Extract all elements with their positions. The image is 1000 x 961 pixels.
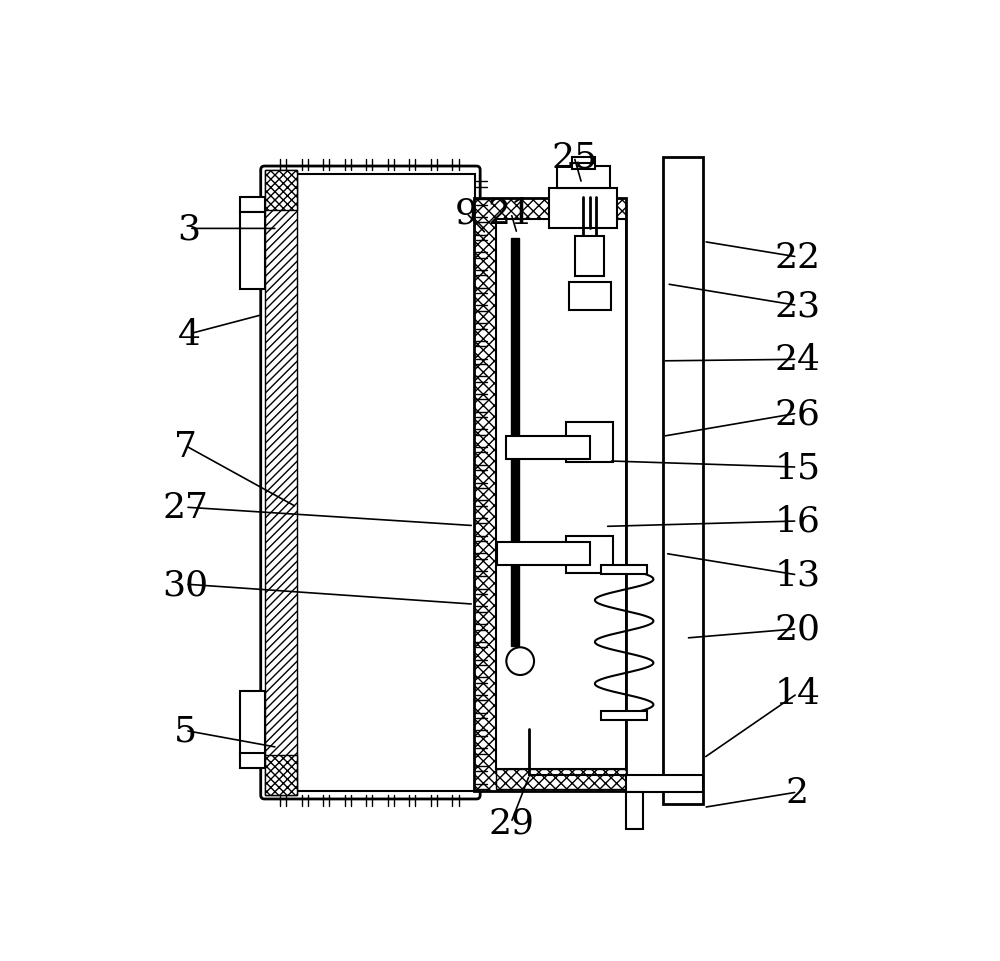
Text: 26: 26 xyxy=(774,397,820,431)
Bar xyxy=(240,753,265,769)
Text: 30: 30 xyxy=(162,568,208,602)
Text: 25: 25 xyxy=(551,140,597,175)
Text: 22: 22 xyxy=(774,240,820,275)
Bar xyxy=(240,198,265,213)
Text: 4: 4 xyxy=(178,317,201,352)
Bar xyxy=(496,220,626,769)
Bar xyxy=(575,236,604,277)
Bar xyxy=(626,776,703,792)
Bar xyxy=(572,158,595,170)
Bar xyxy=(557,167,610,188)
Bar xyxy=(265,171,297,210)
Text: 24: 24 xyxy=(774,343,820,377)
Bar xyxy=(240,692,265,757)
FancyBboxPatch shape xyxy=(261,167,480,800)
Text: 29: 29 xyxy=(488,806,534,840)
Bar xyxy=(297,175,475,792)
Bar xyxy=(265,755,297,796)
Bar xyxy=(474,198,626,791)
Text: 7: 7 xyxy=(174,430,197,463)
Text: 20: 20 xyxy=(774,612,820,646)
Bar xyxy=(601,711,647,721)
Text: 2: 2 xyxy=(786,776,809,809)
Bar xyxy=(265,171,297,796)
Text: 15: 15 xyxy=(774,451,820,484)
Text: 27: 27 xyxy=(162,491,208,525)
Text: 9: 9 xyxy=(455,197,478,231)
Text: 13: 13 xyxy=(774,558,820,592)
Bar xyxy=(566,423,613,463)
Bar xyxy=(497,542,590,565)
Bar xyxy=(549,188,617,229)
Bar xyxy=(511,238,519,646)
Text: 3: 3 xyxy=(178,212,201,246)
Text: 16: 16 xyxy=(774,505,820,538)
Bar xyxy=(601,565,647,575)
Text: 23: 23 xyxy=(774,289,820,323)
Bar xyxy=(500,223,625,766)
Text: 21: 21 xyxy=(488,197,534,231)
Bar xyxy=(506,437,590,460)
Bar xyxy=(569,283,611,310)
Bar xyxy=(496,769,626,789)
Bar xyxy=(240,213,265,290)
Text: 14: 14 xyxy=(774,677,820,711)
Bar xyxy=(663,158,703,803)
Text: 5: 5 xyxy=(174,714,197,748)
Circle shape xyxy=(506,648,534,676)
Bar xyxy=(626,792,643,829)
Bar xyxy=(566,537,613,574)
